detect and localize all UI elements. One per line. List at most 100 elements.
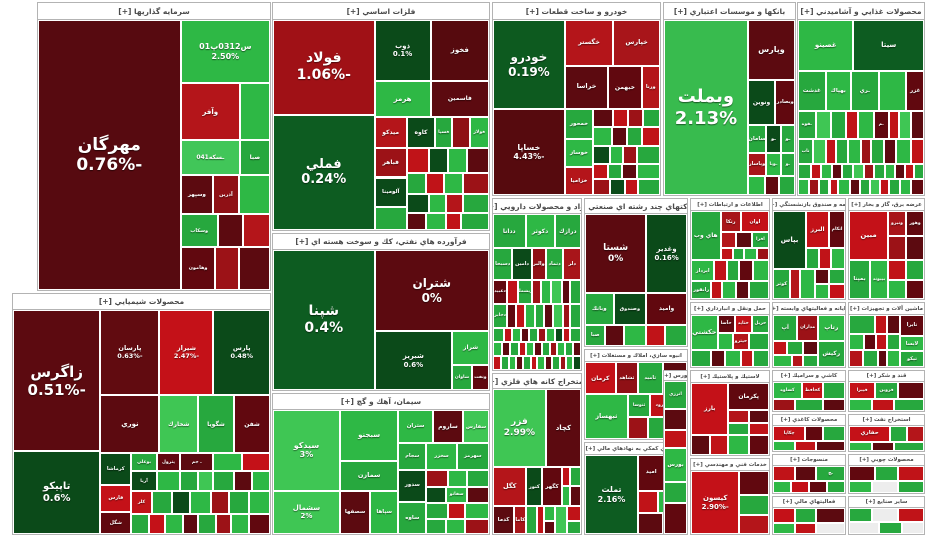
sector-header-banks[interactable]: بانكها و موسسات اعتباري [+] (664, 3, 795, 20)
stock-cell-فاسمين[interactable]: فاسمين (430, 80, 489, 117)
stock-cell[interactable] (764, 175, 780, 195)
stock-cell[interactable] (809, 179, 820, 195)
stock-cell[interactable] (550, 341, 558, 356)
sector-header-engineering[interactable]: خدمات فني و مهندسي [+] (691, 459, 769, 471)
stock-cell-والبر[interactable]: والبر (531, 248, 546, 280)
stock-cell[interactable] (573, 355, 581, 370)
stock-cell[interactable] (829, 269, 845, 285)
stock-cell[interactable] (593, 179, 610, 195)
stock-cell[interactable] (623, 324, 647, 346)
stock-cell-ـو[interactable]: ـو (780, 153, 795, 176)
stock-cell-سجام[interactable]: سجام (398, 443, 427, 470)
stock-cell-ناب[interactable]: ناب (798, 139, 814, 164)
stock-cell-كساوه[interactable]: كساوه (773, 382, 802, 400)
stock-cell[interactable] (542, 341, 551, 356)
stock-cell-وسپهر[interactable]: وسپهر (180, 175, 214, 215)
stock-cell[interactable] (911, 139, 924, 164)
stock-cell[interactable] (238, 246, 270, 290)
stock-cell[interactable] (884, 163, 896, 180)
stock-cell[interactable] (172, 491, 191, 514)
stock-cell[interactable] (467, 148, 489, 174)
stock-cell[interactable] (374, 206, 407, 230)
stock-cell[interactable] (873, 163, 885, 180)
stock-cell-شستا[interactable]: شستا 0% (585, 214, 647, 294)
stock-cell-رتكا[interactable]: رتكا (720, 211, 741, 233)
stock-cell-وهور[interactable]: وهور (906, 211, 924, 236)
stock-cell-ونفت[interactable]: ونفت (471, 364, 489, 390)
stock-cell[interactable] (744, 247, 757, 261)
stock-cell[interactable] (243, 214, 270, 247)
stock-cell[interactable] (447, 148, 468, 174)
stock-cell-رانفور[interactable]: رانفور (691, 281, 712, 299)
stock-cell[interactable] (711, 281, 723, 299)
stock-cell-هرمز[interactable]: هرمز (374, 80, 431, 117)
stock-cell-سفانو[interactable]: سفانو (445, 486, 468, 503)
stock-cell[interactable] (467, 469, 489, 487)
stock-cell-مبين[interactable]: مبين (849, 211, 888, 261)
stock-cell[interactable] (561, 486, 571, 507)
stock-cell-شراز[interactable]: شراز (452, 331, 489, 365)
stock-cell[interactable] (210, 491, 229, 514)
stock-cell-نوري[interactable]: نوري (100, 395, 160, 454)
stock-cell-سهرمز[interactable]: سهرمز (456, 443, 489, 470)
stock-cell[interactable] (445, 213, 461, 230)
stock-cell-دسبحا[interactable]: دسبحا (493, 248, 513, 280)
stock-cell[interactable] (530, 355, 537, 370)
stock-cell[interactable] (897, 466, 924, 481)
stock-cell[interactable] (814, 284, 830, 299)
stock-cell-ورنا[interactable]: ورنا (641, 65, 660, 110)
stock-cell[interactable] (725, 350, 741, 367)
stock-cell-كرمان[interactable]: كرمان (585, 362, 616, 395)
stock-cell-اميد[interactable]: اميد (638, 455, 665, 491)
stock-cell-بپيوند[interactable]: بپيوند (870, 260, 888, 299)
stock-cell[interactable] (545, 327, 555, 342)
stock-cell[interactable] (537, 506, 545, 534)
sector-header-transport[interactable]: حمل ونقل و انبارداري [+] (691, 303, 769, 315)
stock-cell[interactable] (554, 327, 564, 342)
stock-cell-خمحور[interactable]: خمحور (564, 109, 594, 139)
stock-cell[interactable] (848, 139, 861, 164)
stock-cell[interactable] (842, 163, 854, 180)
stock-cell[interactable] (149, 513, 165, 534)
stock-cell[interactable] (900, 179, 912, 195)
stock-cell-س0312پ01[interactable]: س0312پ01 2.50% (180, 20, 270, 84)
stock-cell-وآفر[interactable]: وآفر (180, 83, 240, 141)
stock-cell-مداران[interactable]: مداران (797, 315, 818, 341)
stock-cell-فولاژ[interactable]: فولاژ (469, 116, 489, 149)
stock-cell[interactable] (773, 441, 795, 451)
stock-cell-غصينو[interactable]: غصينو (798, 20, 854, 71)
stock-cell-ـقوه[interactable]: ـقوه (798, 111, 816, 139)
stock-cell[interactable] (849, 315, 875, 334)
stock-cell[interactable] (849, 333, 864, 351)
stock-cell[interactable] (717, 332, 734, 351)
stock-cell-كلر[interactable]: كلر (131, 491, 152, 514)
stock-cell[interactable] (720, 247, 734, 261)
stock-cell-كحافظ[interactable]: كحافظ (801, 382, 824, 400)
stock-cell[interactable] (875, 466, 898, 481)
stock-cell[interactable] (534, 341, 543, 356)
stock-cell[interactable] (445, 519, 466, 534)
stock-cell-دلر[interactable]: دلر (563, 248, 581, 280)
stock-cell[interactable] (726, 260, 740, 282)
stock-cell-حپترو[interactable]: حپترو (733, 332, 749, 351)
stock-cell-صبا[interactable]: صبا (239, 140, 270, 176)
sector-header-exchange[interactable]: بورس [+] (664, 371, 687, 381)
stock-cell[interactable] (845, 111, 859, 139)
sector-header-sugar[interactable]: قند و شكر [+] (849, 371, 924, 382)
stock-cell[interactable] (906, 235, 924, 261)
stock-cell[interactable] (628, 109, 644, 127)
stock-cell[interactable] (849, 466, 876, 481)
stock-cell-درازك[interactable]: درازك (554, 214, 581, 249)
stock-cell[interactable] (565, 341, 574, 356)
stock-cell-پكرمان[interactable]: پكرمان (728, 383, 769, 411)
stock-cell[interactable] (747, 175, 765, 195)
stock-cell[interactable] (636, 163, 660, 180)
stock-cell-سخزر[interactable]: سخزر (426, 443, 457, 470)
stock-cell[interactable] (609, 179, 625, 195)
stock-cell-قزوين[interactable]: قزوين (875, 382, 898, 399)
stock-cell[interactable] (871, 398, 894, 411)
stock-cell[interactable] (215, 246, 239, 290)
stock-cell[interactable] (164, 513, 183, 534)
stock-cell[interactable] (559, 355, 567, 370)
stock-cell[interactable] (849, 441, 872, 451)
